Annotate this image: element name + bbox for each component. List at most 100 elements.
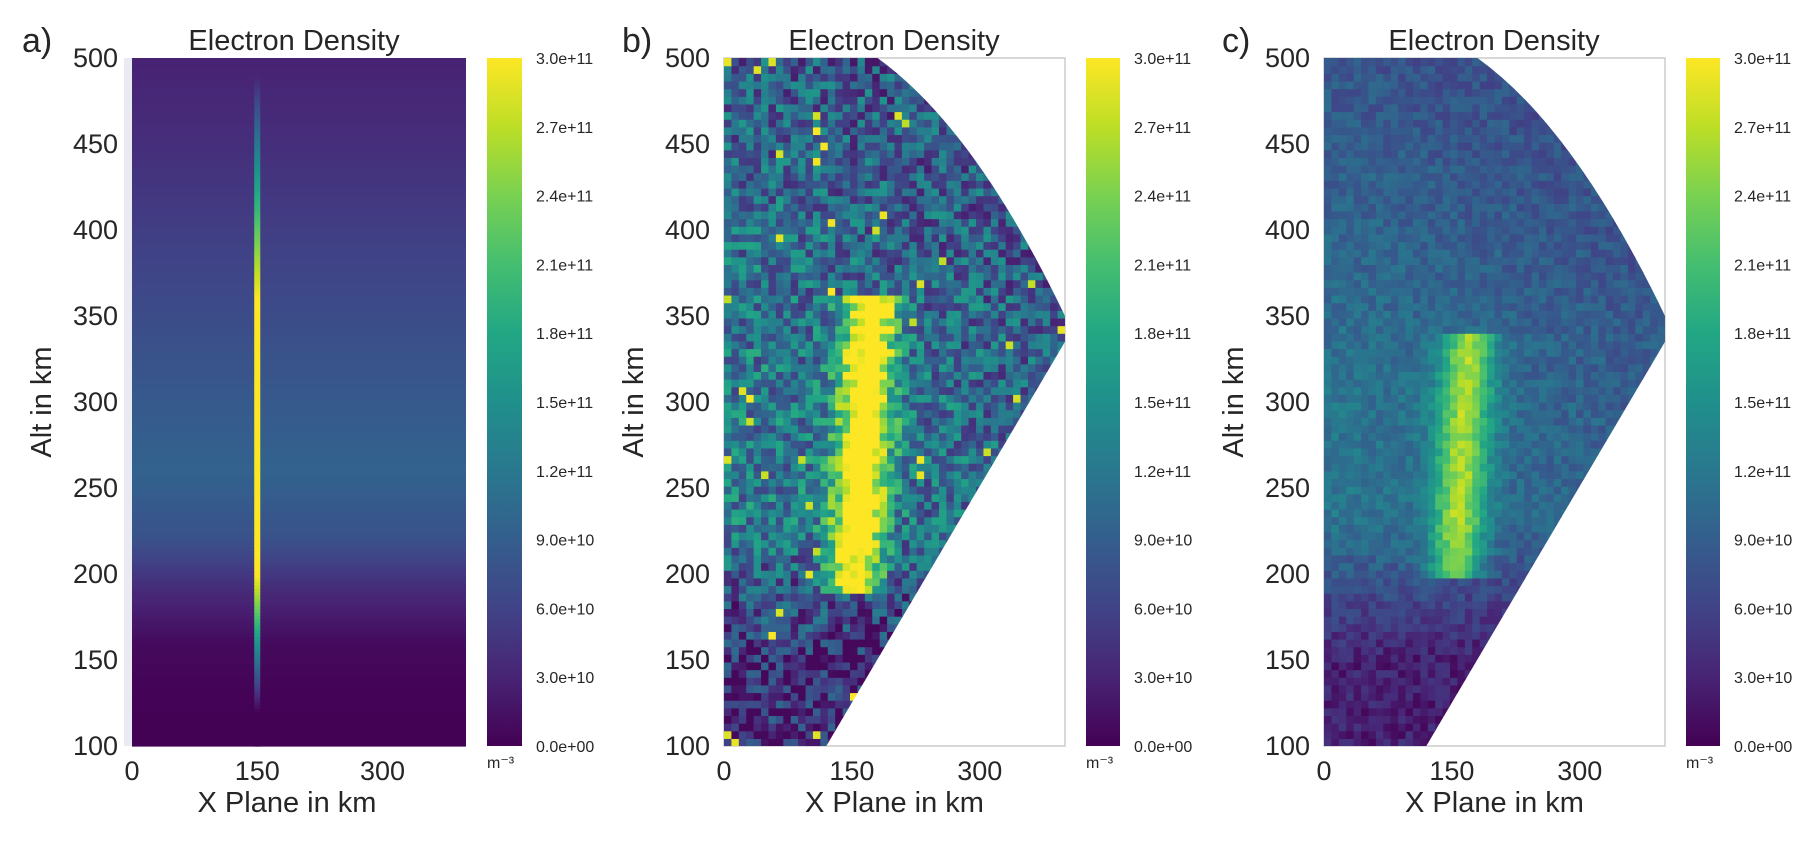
density-cell bbox=[783, 172, 792, 181]
density-cell bbox=[961, 501, 970, 510]
density-cell bbox=[946, 165, 955, 174]
density-cell bbox=[901, 379, 910, 388]
density-cell bbox=[931, 432, 940, 441]
enhancement-cell bbox=[254, 598, 261, 603]
chart-title: Electron Density bbox=[788, 25, 1000, 57]
density-cell bbox=[820, 218, 829, 227]
density-cell bbox=[783, 340, 792, 350]
density-cell bbox=[857, 463, 866, 472]
density-cell bbox=[761, 333, 770, 342]
density-cell bbox=[894, 424, 903, 434]
density-cell bbox=[761, 218, 770, 227]
heatmap-row bbox=[132, 622, 466, 627]
heatmap-row bbox=[132, 78, 466, 83]
density-cell bbox=[976, 233, 985, 243]
density-cell bbox=[887, 547, 896, 556]
density-cell bbox=[775, 432, 784, 441]
density-cell bbox=[976, 210, 985, 220]
density-cell bbox=[827, 126, 836, 136]
density-cell bbox=[746, 661, 755, 671]
density-cell bbox=[1057, 317, 1065, 327]
density-cell bbox=[790, 608, 799, 617]
density-cell bbox=[953, 478, 962, 487]
enhancement-cell bbox=[254, 274, 261, 279]
density-cell bbox=[731, 249, 740, 258]
density-cell bbox=[775, 119, 784, 128]
density-cell bbox=[812, 531, 821, 541]
density-cell bbox=[924, 126, 933, 136]
enhancement-cell bbox=[254, 457, 261, 462]
density-cell bbox=[835, 631, 844, 640]
density-cell bbox=[820, 272, 829, 281]
density-cell bbox=[976, 379, 985, 388]
density-cell bbox=[879, 279, 888, 288]
panel-c: c) Electron Density1001502002503003504004… bbox=[1218, 22, 1792, 819]
density-cell bbox=[1027, 386, 1036, 395]
density-cell bbox=[938, 440, 947, 449]
density-cell bbox=[842, 111, 851, 120]
density-cell bbox=[1435, 700, 1444, 709]
density-cell bbox=[894, 210, 903, 220]
density-cell bbox=[887, 88, 896, 97]
density-cell bbox=[768, 310, 777, 319]
density-cell bbox=[864, 440, 873, 449]
density-cell bbox=[872, 126, 881, 136]
density-cell bbox=[790, 356, 799, 365]
density-cell bbox=[842, 279, 851, 288]
density-cell bbox=[805, 447, 814, 457]
density-cell bbox=[1020, 333, 1029, 342]
density-cell bbox=[835, 539, 844, 548]
density-cell bbox=[894, 310, 903, 319]
density-cell bbox=[842, 249, 851, 258]
density-cell bbox=[820, 256, 829, 265]
density-cell bbox=[790, 73, 799, 82]
density-cell bbox=[924, 493, 933, 502]
density-cell bbox=[790, 88, 799, 97]
density-cell bbox=[1361, 700, 1370, 709]
density-cell bbox=[768, 440, 777, 449]
density-cell bbox=[783, 325, 792, 334]
density-cell bbox=[783, 386, 792, 395]
density-cell bbox=[990, 195, 999, 204]
density-cell bbox=[901, 96, 910, 105]
density-cell bbox=[850, 539, 859, 548]
density-cell bbox=[938, 432, 947, 441]
density-cell bbox=[931, 386, 940, 395]
density-cell bbox=[842, 577, 851, 587]
density-cell bbox=[1013, 233, 1022, 243]
density-cell bbox=[1346, 677, 1355, 686]
density-cell bbox=[850, 562, 859, 571]
density-cell bbox=[998, 256, 1007, 265]
density-cell bbox=[961, 272, 970, 281]
density-cell bbox=[968, 486, 977, 495]
density-cell bbox=[1398, 700, 1407, 709]
heatmap-row bbox=[132, 697, 466, 702]
density-cell bbox=[1035, 317, 1044, 327]
enhancement-cell bbox=[254, 446, 261, 451]
density-cell bbox=[938, 539, 947, 548]
density-cell bbox=[775, 340, 784, 350]
density-cell bbox=[879, 424, 888, 434]
density-cell bbox=[850, 279, 859, 288]
density-cell bbox=[909, 256, 918, 265]
density-cell bbox=[924, 440, 933, 449]
density-cell bbox=[761, 172, 770, 181]
enhancement-cell bbox=[254, 518, 261, 523]
density-cell bbox=[775, 723, 784, 732]
density-cell bbox=[842, 638, 851, 648]
density-cell bbox=[857, 73, 866, 82]
density-cell bbox=[946, 486, 955, 495]
enhancement-cell bbox=[254, 725, 261, 730]
density-cell bbox=[879, 539, 888, 548]
density-cell bbox=[761, 340, 770, 350]
heatmap-row bbox=[132, 443, 466, 448]
density-cell bbox=[938, 348, 947, 357]
density-cell bbox=[961, 317, 970, 327]
density-cell bbox=[872, 310, 881, 319]
density-cell bbox=[738, 516, 747, 525]
density-cell bbox=[746, 111, 755, 120]
density-cell bbox=[827, 577, 836, 587]
density-cell bbox=[790, 738, 799, 746]
heatmap-row bbox=[132, 133, 466, 138]
density-cell bbox=[775, 195, 784, 204]
